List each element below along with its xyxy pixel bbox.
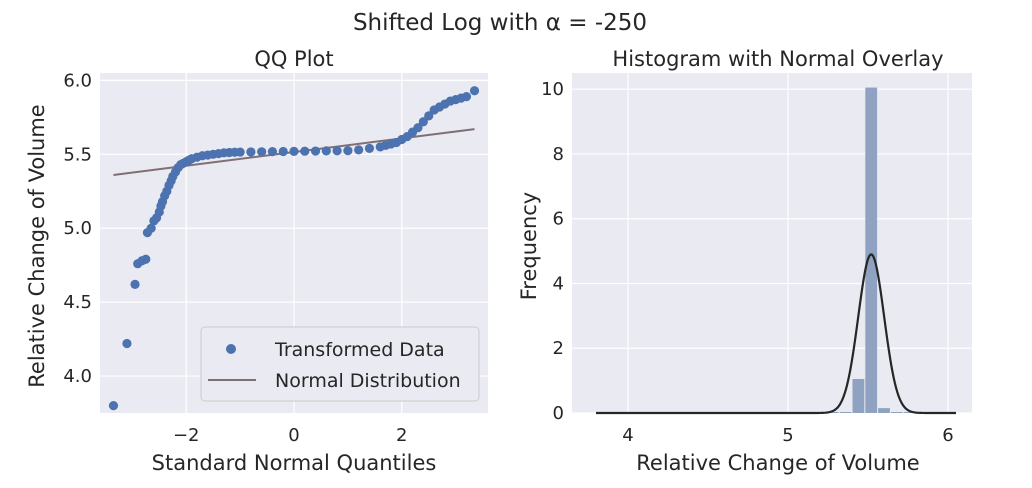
qq-data-point <box>278 146 288 157</box>
histogram-y-tick-label: 4 <box>553 273 564 294</box>
qq-data-point <box>235 147 245 157</box>
qq-y-tick-label: 6.0 <box>63 70 92 91</box>
qq-data-point <box>310 146 321 156</box>
histogram-bar <box>852 379 865 413</box>
qq-legend: Transformed Data Normal Distribution <box>200 326 480 402</box>
legend-entry-transformed-data: Transformed Data <box>274 339 445 361</box>
histogram-y-tick-label: 10 <box>541 79 564 100</box>
histogram-bar <box>839 412 852 413</box>
histogram-x-tick-label: 5 <box>782 425 793 446</box>
qq-data-point <box>108 401 119 411</box>
histogram-bar <box>826 412 839 413</box>
qq-data-point <box>289 146 299 156</box>
qq-data-point <box>141 254 151 264</box>
qq-y-tick-label: 4.5 <box>63 292 92 313</box>
qq-y-tick-label: 5.5 <box>63 144 92 165</box>
qq-data-point <box>461 92 472 102</box>
histogram-plot-area <box>572 73 972 413</box>
histogram-kde-group <box>596 253 956 415</box>
legend-marker-points <box>226 344 236 354</box>
qq-data-point <box>257 147 267 157</box>
histogram-title: Histogram with Normal Overlay <box>612 47 943 71</box>
qq-data-point <box>267 147 278 157</box>
histogram-y-axis-label: Frequency <box>517 192 541 301</box>
qq-data-point <box>343 146 353 156</box>
histogram-normal-curve <box>596 253 956 415</box>
qq-data-point <box>246 147 256 157</box>
qq-data-point <box>469 86 480 96</box>
histogram-bar <box>878 408 890 413</box>
histogram-y-tick-label: 0 <box>553 403 564 424</box>
histogram-panel: 4 5 6 0 2 4 6 8 10 Histogram with Normal Overla… <box>517 47 972 475</box>
qq-y-ticks: 4.0 4.5 5.0 5.5 6.0 <box>63 70 92 387</box>
qq-data-point <box>418 117 428 127</box>
qq-y-tick-label: 5.0 <box>63 218 92 239</box>
qq-gridlines <box>100 73 488 413</box>
qq-data-point <box>332 146 342 156</box>
qq-y-tick-label: 4.0 <box>63 366 92 387</box>
qq-x-axis-label: Standard Normal Quantiles <box>152 451 437 475</box>
qq-data-point <box>413 123 423 133</box>
figure-title: Shifted Log with α = -250 <box>353 10 647 36</box>
histogram-x-ticks: 4 5 6 <box>622 425 953 446</box>
histogram-x-tick-label: 4 <box>622 425 633 446</box>
qq-x-tick-label: 2 <box>396 425 407 446</box>
qq-x-tick-label: 0 <box>288 425 299 446</box>
histogram-y-tick-label: 6 <box>553 209 564 230</box>
histogram-bar <box>903 412 916 413</box>
histogram-x-axis-label: Relative Change of Volume <box>636 451 919 475</box>
histogram-x-tick-label: 6 <box>942 425 953 446</box>
qq-data-point <box>354 145 364 155</box>
qq-x-ticks: −2 0 2 <box>173 425 408 446</box>
qq-data-point <box>300 146 310 156</box>
qq-data-point <box>424 111 434 121</box>
qq-plot-title: QQ Plot <box>254 47 333 71</box>
qq-data-point <box>130 279 140 289</box>
histogram-bar <box>865 87 878 414</box>
histogram-y-tick-label: 8 <box>553 144 564 165</box>
qq-data-point <box>321 146 331 156</box>
histogram-y-ticks: 0 2 4 6 8 10 <box>541 79 564 424</box>
qq-y-axis-label: Relative Change of Volume <box>25 104 49 387</box>
qq-data-point <box>146 223 156 233</box>
histogram-y-tick-label: 2 <box>553 338 564 359</box>
legend-entry-normal-distribution: Normal Distribution <box>275 370 461 392</box>
qq-x-tick-label: −2 <box>173 425 200 446</box>
legend-box <box>200 326 480 402</box>
qq-plot-panel: −2 0 2 4.0 4.5 5.0 5.5 6.0 QQ Plot Standard No… <box>25 47 488 475</box>
qq-data-point <box>364 143 375 153</box>
qq-points-group <box>108 86 480 411</box>
histogram-bar <box>890 412 903 413</box>
qq-data-point <box>122 338 132 349</box>
